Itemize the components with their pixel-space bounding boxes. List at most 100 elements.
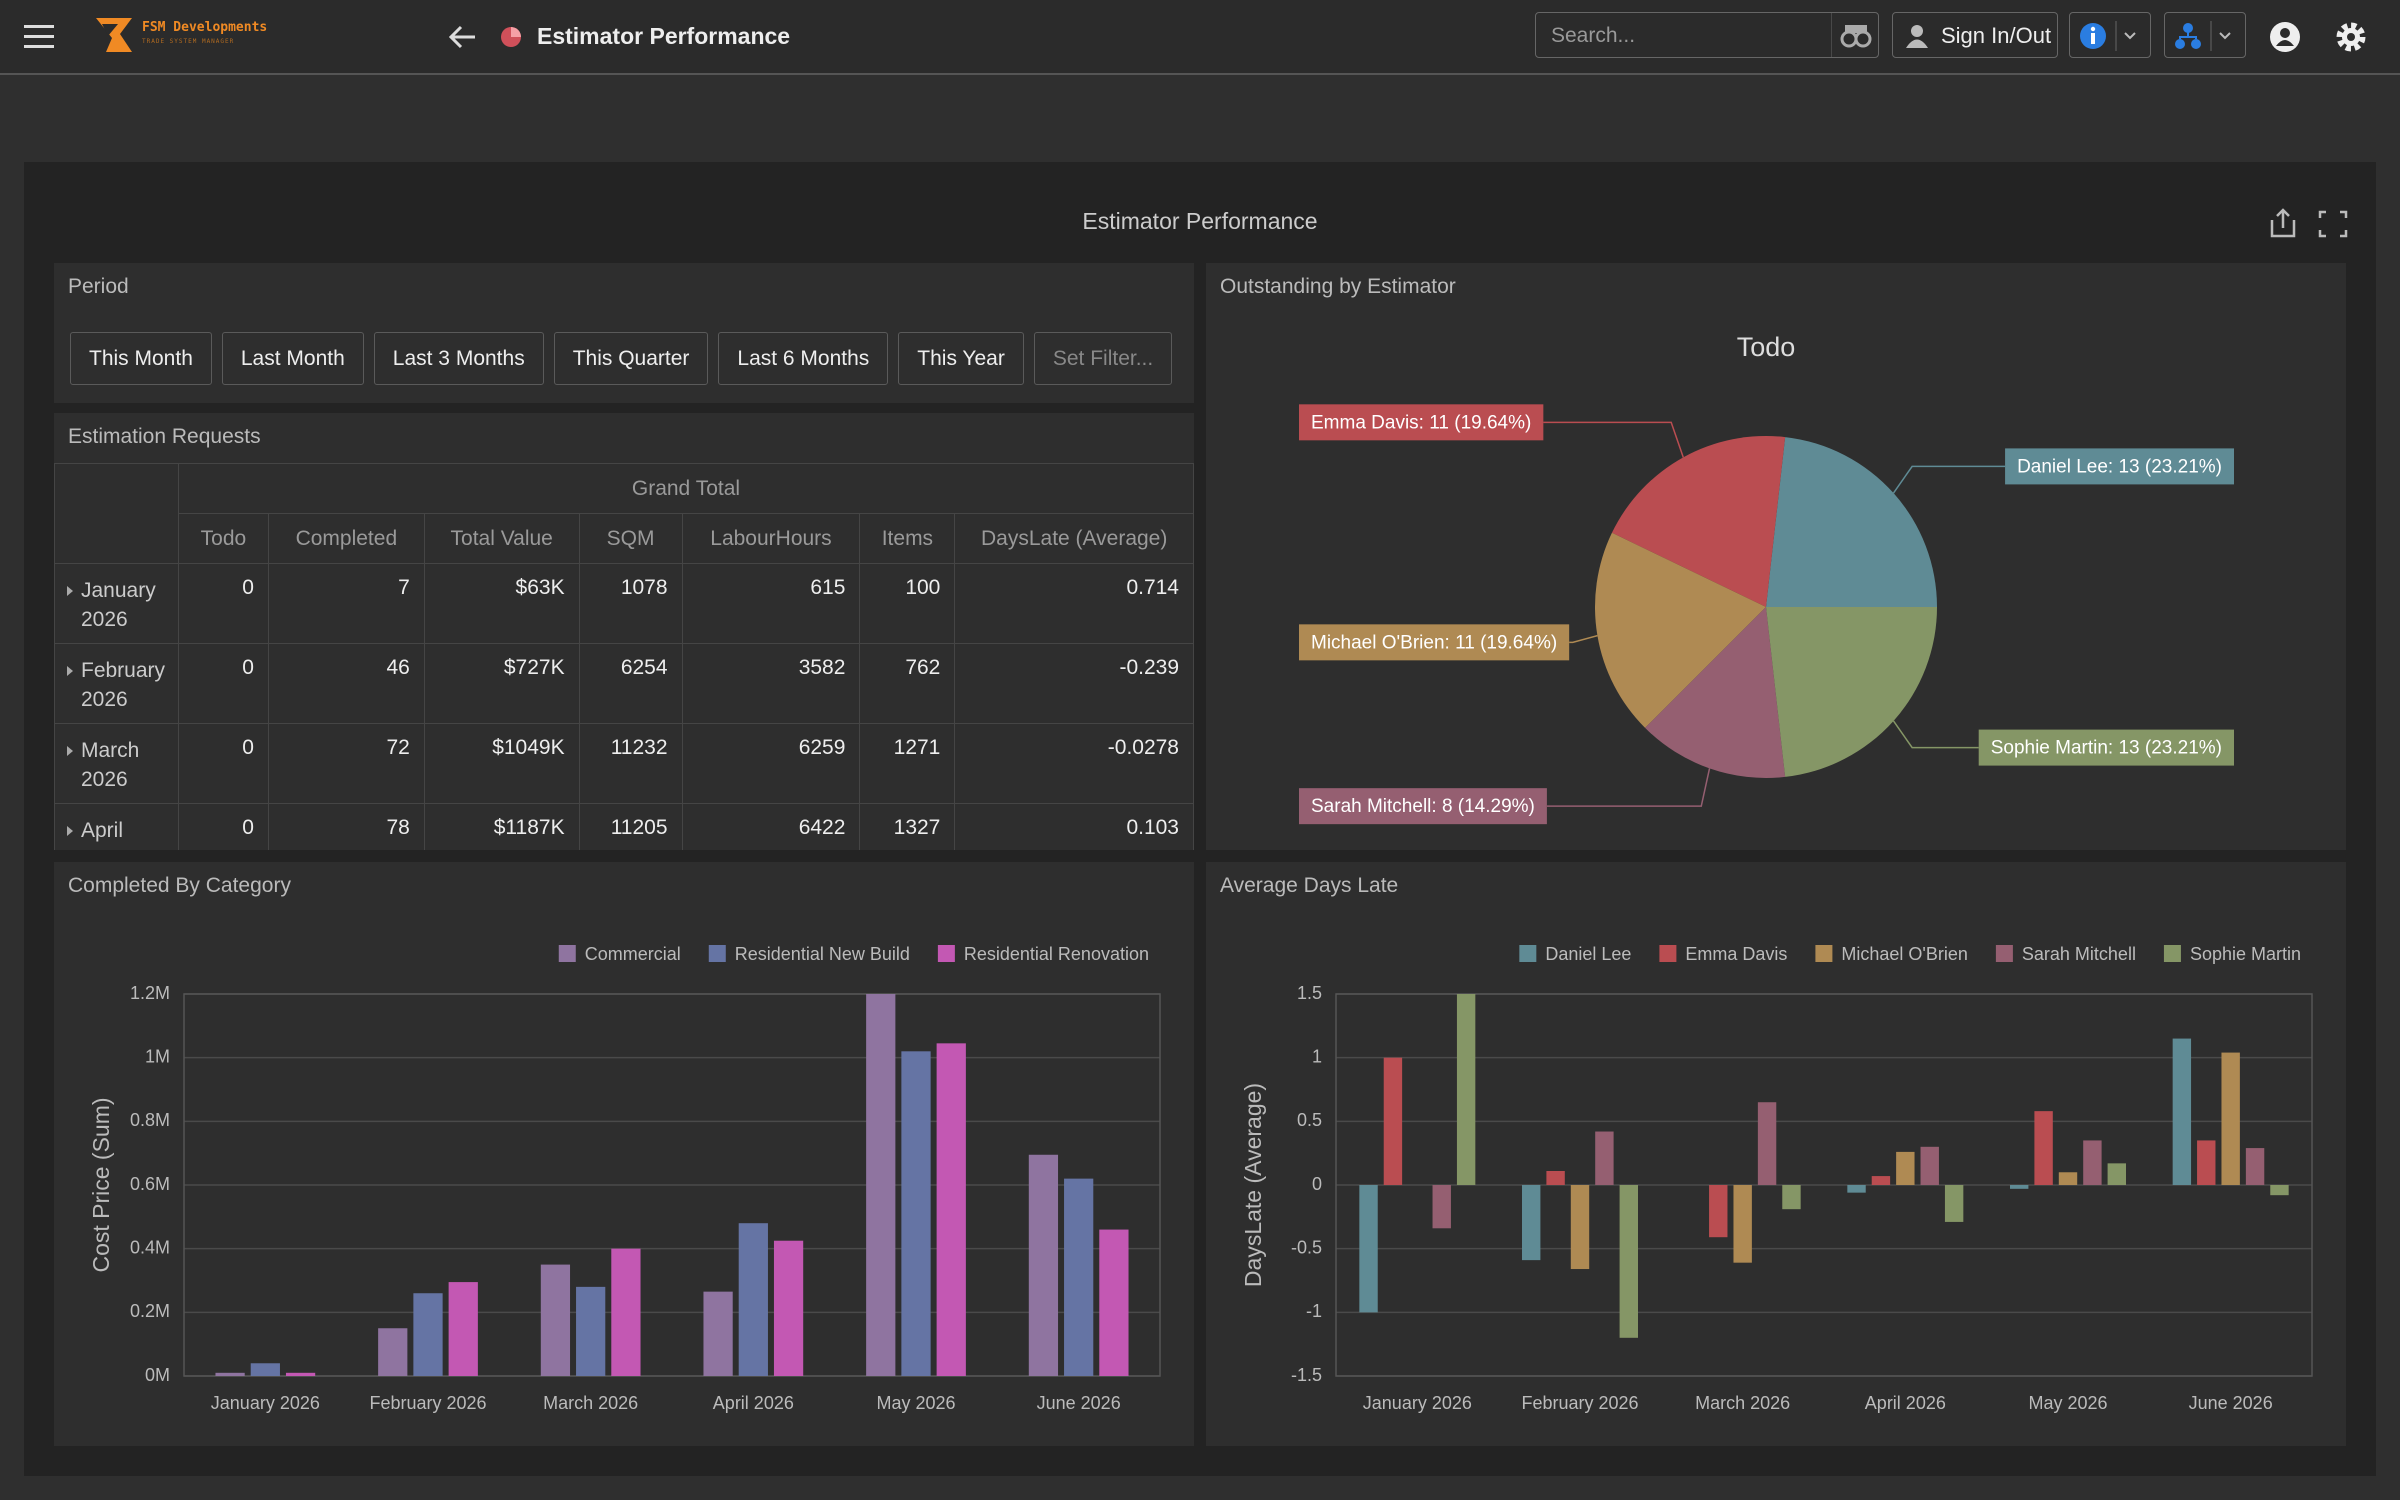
org-button[interactable] (2164, 12, 2246, 58)
legend-label[interactable]: Sarah Mitchell (2022, 944, 2136, 964)
bar[interactable] (448, 1282, 478, 1376)
table-cell: 0 (177, 803, 269, 850)
bar[interactable] (1782, 1185, 1801, 1210)
bar[interactable] (1709, 1185, 1728, 1238)
period-button[interactable]: This Quarter (553, 332, 709, 385)
pie-slice[interactable] (1766, 437, 1937, 607)
bar[interactable] (703, 1291, 733, 1376)
bar[interactable] (2245, 1148, 2265, 1185)
pie-slice[interactable] (1766, 607, 1937, 777)
pie-slice[interactable] (1611, 436, 1786, 607)
bar[interactable] (936, 1043, 966, 1376)
legend-label[interactable]: Residential New Build (735, 944, 910, 964)
bar[interactable] (2221, 1052, 2240, 1185)
bar[interactable] (1546, 1170, 1565, 1185)
bar[interactable] (1383, 1057, 1403, 1185)
row-header[interactable]: April 2026 (54, 803, 179, 850)
pie-slice[interactable] (1595, 532, 1766, 728)
days-late-panel: Average Days Late -1.5 -1 -0.5 0 0.5 1 1.5 Days… (1206, 862, 2346, 1446)
period-button[interactable]: Last 3 Months (373, 332, 544, 385)
bar[interactable] (1028, 1154, 1059, 1376)
bar[interactable] (1871, 1176, 1891, 1185)
table-row: February 2026 0 46 $727K 6254 3582 762 -0.239 (54, 643, 1194, 724)
period-button[interactable]: Last 6 Months (718, 332, 889, 385)
legend-label[interactable]: Commercial (585, 944, 681, 964)
requests-table: Grand Total Todo Completed Total Value SQM La… (54, 463, 1194, 850)
bar[interactable] (2270, 1185, 2289, 1196)
bar[interactable] (1570, 1185, 1590, 1270)
bar[interactable] (1099, 1229, 1129, 1376)
y-tick-label: 0 (1312, 1174, 1322, 1194)
table-cell: 0 (177, 723, 269, 804)
bar[interactable] (413, 1293, 443, 1376)
leader-line (1569, 634, 1598, 644)
bar[interactable] (2197, 1140, 2216, 1185)
y-tick-label: 0.5 (1297, 1110, 1322, 1130)
bar[interactable] (540, 1264, 571, 1376)
bar[interactable] (2083, 1140, 2102, 1185)
menu-button[interactable] (22, 20, 56, 54)
table-cell: 1271 (859, 723, 956, 804)
bar[interactable] (901, 1051, 931, 1376)
bar[interactable] (1064, 1178, 1094, 1376)
search-placeholder: Search... (1551, 24, 1636, 47)
bar[interactable] (215, 1372, 245, 1376)
bar[interactable] (1359, 1185, 1378, 1313)
bar[interactable] (611, 1248, 641, 1376)
row-header[interactable]: February 2026 (54, 643, 179, 724)
bar[interactable] (773, 1240, 804, 1376)
legend-swatch (558, 945, 576, 962)
bar[interactable] (1522, 1185, 1541, 1261)
sign-in-button[interactable]: Sign In/Out (1892, 12, 2058, 58)
bar[interactable] (2107, 1163, 2126, 1185)
row-header[interactable]: March 2026 (54, 723, 179, 804)
legend-label[interactable]: Emma Davis (1685, 944, 1787, 964)
info-button[interactable] (2069, 12, 2151, 58)
bar[interactable] (1595, 1131, 1614, 1185)
bar[interactable] (1733, 1185, 1752, 1263)
period-button[interactable]: Set Filter... (1033, 332, 1173, 385)
pie-label-box (2005, 448, 2234, 485)
bar[interactable] (285, 1372, 316, 1376)
bar[interactable] (1920, 1146, 1939, 1185)
bar[interactable] (2010, 1185, 2029, 1189)
table-cell: $1049K (423, 723, 580, 804)
pie-label-text: Sophie Martin: 13 (23.21%) (1991, 738, 2222, 759)
search-box[interactable]: Search... (1535, 12, 1879, 58)
period-button[interactable]: This Year (898, 332, 1024, 385)
dashboard-tools[interactable] (2268, 206, 2358, 240)
bar[interactable] (250, 1363, 280, 1376)
bar[interactable] (1847, 1185, 1866, 1193)
y-tick-label: 0.6M (130, 1174, 170, 1194)
bar[interactable] (1619, 1185, 1638, 1338)
plot-frame (1335, 993, 2313, 1377)
bar[interactable] (576, 1286, 606, 1376)
pie-slice[interactable] (1645, 607, 1786, 778)
bar[interactable] (2034, 1111, 2053, 1185)
corner-cell (54, 463, 179, 564)
legend-label[interactable]: Sophie Martin (2190, 944, 2301, 964)
bar[interactable] (2172, 1038, 2192, 1185)
bar[interactable] (866, 994, 896, 1376)
settings-icon[interactable] (2334, 20, 2368, 54)
bar[interactable] (378, 1328, 408, 1376)
legend-label[interactable]: Daniel Lee (1545, 944, 1631, 964)
account-icon[interactable] (2268, 20, 2302, 54)
bar[interactable] (1757, 1102, 1777, 1185)
bar[interactable] (738, 1223, 768, 1376)
table-cell: 6259 (681, 723, 861, 804)
bar[interactable] (1456, 994, 1476, 1185)
row-header[interactable]: January 2026 (54, 563, 179, 644)
y-tick-label: -1 (1306, 1301, 1322, 1321)
search-icon[interactable] (1831, 13, 1879, 57)
legend-label[interactable]: Michael O'Brien (1841, 944, 1967, 964)
legend-label[interactable]: Residential Renovation (964, 944, 1149, 964)
bar[interactable] (1944, 1185, 1964, 1222)
back-button[interactable] (445, 20, 479, 54)
period-button[interactable]: Last Month (221, 332, 364, 385)
period-button[interactable]: This Month (70, 332, 212, 385)
bar[interactable] (1432, 1185, 1451, 1229)
bar[interactable] (2058, 1172, 2078, 1185)
bar[interactable] (1896, 1151, 1915, 1185)
column-header: Completed (267, 513, 425, 564)
